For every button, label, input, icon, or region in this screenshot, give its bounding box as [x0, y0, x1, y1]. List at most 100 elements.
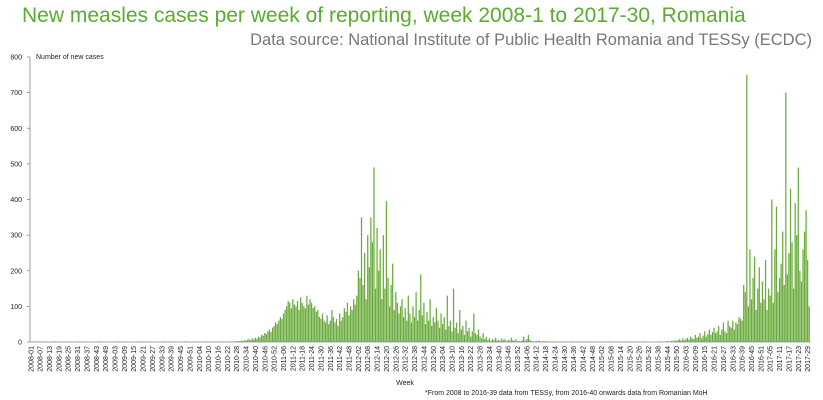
x-tick-label: 2013-28 — [478, 346, 485, 372]
bar — [523, 336, 525, 342]
x-tick-label: 2008-07 — [38, 346, 45, 372]
bar — [479, 336, 481, 342]
bar — [446, 295, 448, 342]
bar — [343, 308, 345, 342]
y-tick-label: 500 — [10, 161, 22, 168]
bar — [807, 260, 809, 342]
bar — [292, 299, 294, 342]
bar — [696, 337, 698, 342]
x-tick-label: 2009-15 — [131, 346, 138, 372]
bar — [250, 340, 252, 342]
bar — [395, 292, 397, 342]
bar — [750, 299, 753, 342]
bar — [390, 285, 392, 342]
bar — [237, 340, 239, 342]
bar — [780, 263, 782, 342]
bar — [451, 331, 453, 342]
bar — [700, 338, 703, 342]
bar — [271, 327, 274, 342]
x-tick-label: 2010-10 — [206, 346, 213, 372]
bar — [788, 252, 790, 342]
bar — [290, 308, 292, 342]
y-tick-label: 300 — [10, 233, 22, 240]
bar — [480, 338, 483, 342]
x-tick-label: 2010-46 — [262, 346, 269, 372]
bar — [758, 267, 760, 342]
bar — [711, 332, 714, 342]
bar — [318, 317, 321, 342]
y-tick-label: 100 — [10, 304, 22, 311]
bar — [761, 281, 764, 342]
bar — [253, 339, 255, 342]
bar — [257, 336, 260, 342]
bar — [356, 295, 358, 342]
bar — [432, 317, 434, 342]
bar — [747, 306, 750, 342]
bar — [254, 337, 257, 342]
bar — [744, 292, 746, 342]
bar — [722, 322, 725, 342]
bar — [513, 340, 516, 342]
x-tick-label: 2017-23 — [796, 346, 803, 372]
x-tick-label: 2009-27 — [150, 346, 157, 372]
x-tick-label: 2010-16 — [215, 346, 222, 372]
bar — [530, 340, 533, 342]
y-axis-label: Number of new cases — [36, 54, 104, 61]
x-tick-label: 2013-46 — [506, 346, 513, 372]
bar — [485, 336, 487, 342]
x-tick-label: 2011-42 — [337, 346, 344, 371]
x-tick-label: 2008-43 — [94, 346, 101, 372]
bar — [437, 320, 439, 342]
bar — [510, 337, 512, 342]
bar — [498, 339, 500, 342]
bar — [493, 340, 495, 342]
bar — [512, 340, 514, 342]
bar — [688, 339, 690, 342]
x-tick-label: 2012-08 — [365, 346, 372, 372]
bar — [431, 325, 433, 342]
bar — [708, 329, 711, 342]
bar — [418, 309, 420, 342]
bar — [690, 336, 692, 342]
bar — [452, 288, 455, 342]
bar — [265, 334, 267, 342]
bar — [98, 341, 101, 342]
bar — [743, 285, 745, 342]
bar — [307, 304, 310, 342]
x-tick-label: 2008-25 — [66, 346, 73, 372]
bar — [491, 339, 494, 342]
bar — [184, 341, 186, 342]
bar — [778, 277, 781, 342]
bar — [243, 340, 246, 342]
y-tick-label: 600 — [10, 126, 22, 133]
bar — [310, 302, 313, 342]
bar — [519, 341, 522, 342]
bar — [697, 336, 700, 342]
bar — [802, 249, 804, 342]
bar — [262, 335, 264, 342]
bar — [666, 340, 668, 342]
bar — [378, 270, 380, 342]
bar — [367, 235, 369, 342]
bar — [457, 333, 459, 342]
bar — [794, 203, 796, 342]
x-tick-label: 2013-22 — [468, 346, 475, 372]
bar — [752, 277, 754, 342]
bar — [686, 337, 689, 342]
bar — [672, 341, 675, 342]
bar — [504, 339, 506, 342]
bar — [301, 302, 303, 342]
bar — [438, 327, 441, 342]
bar — [766, 309, 768, 342]
bar — [768, 288, 770, 342]
bar — [729, 325, 731, 342]
bar — [792, 288, 795, 342]
footnote: *From 2008 to 2016-39 data from TESSy, f… — [425, 390, 708, 397]
bar — [694, 334, 696, 342]
bar — [334, 322, 336, 342]
bar — [293, 304, 296, 342]
bar — [276, 324, 278, 342]
bar — [424, 324, 427, 342]
bar — [546, 341, 548, 342]
